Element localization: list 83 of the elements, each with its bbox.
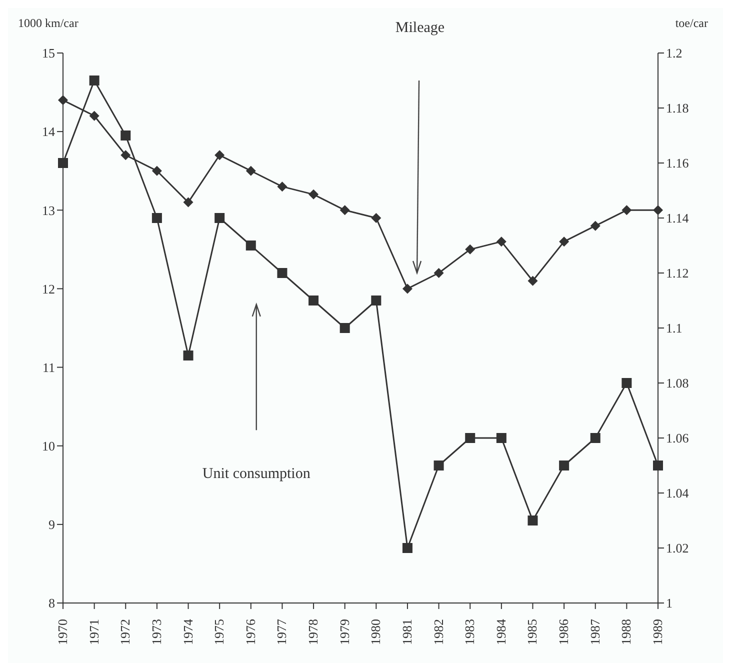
point bbox=[371, 296, 382, 306]
y2-tick-label: 1.2 bbox=[666, 46, 682, 61]
y2-tick-label: 1.04 bbox=[666, 486, 690, 501]
point bbox=[308, 296, 319, 306]
x-tick-label: 1973 bbox=[148, 619, 164, 645]
y-tick-label: 11 bbox=[42, 360, 55, 375]
y2-tick-label: 1.08 bbox=[666, 376, 689, 391]
x-tick-label: 1971 bbox=[86, 619, 102, 645]
x-tick-label: 1986 bbox=[556, 618, 572, 645]
point bbox=[590, 220, 600, 231]
point bbox=[120, 150, 131, 160]
point bbox=[214, 150, 225, 160]
point bbox=[277, 182, 288, 192]
x-tick-label: 1989 bbox=[650, 619, 665, 645]
point bbox=[496, 236, 506, 247]
y2-tick-label: 1.12 bbox=[666, 266, 689, 281]
y2-tick-label: 1.06 bbox=[666, 430, 690, 446]
point bbox=[528, 276, 538, 286]
point bbox=[340, 323, 350, 333]
y2-tick-label: 1.14 bbox=[666, 210, 690, 226]
x-tick-label: 1987 bbox=[587, 618, 602, 645]
y2-tick-label: 1.1 bbox=[666, 320, 682, 336]
point bbox=[214, 213, 225, 223]
x-tick-label: 1988 bbox=[618, 619, 634, 645]
y-tick-label: 12 bbox=[42, 281, 55, 296]
x-tick-label: 1977 bbox=[274, 618, 290, 645]
y-tick-label: 8 bbox=[48, 596, 55, 611]
point bbox=[152, 213, 162, 223]
point bbox=[402, 284, 412, 294]
point bbox=[89, 76, 100, 86]
point bbox=[183, 197, 194, 208]
x-tick-label: 1974 bbox=[180, 618, 196, 645]
y-axis-title: 1000 km/car bbox=[18, 16, 78, 31]
point bbox=[246, 166, 256, 176]
annotation: Unit consumption bbox=[201, 466, 312, 482]
x-tick-label: 1980 bbox=[368, 619, 384, 645]
point bbox=[308, 189, 319, 200]
point bbox=[622, 378, 632, 388]
point bbox=[434, 268, 444, 278]
point bbox=[528, 516, 538, 526]
x-tick-label: 1982 bbox=[430, 619, 446, 645]
y2-axis-title: toe/car bbox=[675, 16, 708, 31]
point bbox=[120, 130, 131, 140]
x-tick-label: 1976 bbox=[242, 618, 258, 645]
y2-tick-label: 1.16 bbox=[666, 156, 690, 171]
point bbox=[277, 268, 288, 278]
y-tick-label: 10 bbox=[42, 438, 55, 454]
x-tick-label: 1972 bbox=[118, 619, 133, 645]
x-tick-label: 1985 bbox=[524, 619, 540, 645]
point bbox=[559, 236, 570, 247]
x-tick-label: 1975 bbox=[212, 619, 227, 645]
x-tick-label: 1983 bbox=[462, 619, 478, 645]
x-tick-label: 1979 bbox=[336, 619, 352, 645]
y-tick-label: 15 bbox=[42, 46, 55, 61]
x-tick-label: 1984 bbox=[493, 618, 508, 645]
point bbox=[559, 460, 570, 470]
point bbox=[465, 433, 476, 443]
point bbox=[58, 158, 68, 168]
y-tick-label: 14 bbox=[42, 124, 56, 140]
x-tick-label: 1970 bbox=[55, 619, 70, 645]
point bbox=[590, 433, 600, 443]
point bbox=[371, 213, 382, 223]
point bbox=[152, 166, 162, 176]
point bbox=[246, 240, 256, 250]
y-tick-label: 13 bbox=[42, 202, 55, 218]
point bbox=[402, 543, 412, 553]
x-tick-label: 1981 bbox=[399, 619, 414, 645]
point bbox=[183, 350, 194, 360]
point bbox=[465, 244, 476, 254]
y2-tick-label: 1.02 bbox=[666, 540, 689, 556]
text: Mileage bbox=[394, 20, 446, 37]
y-tick-label: 9 bbox=[48, 517, 55, 532]
point bbox=[653, 205, 663, 216]
point bbox=[434, 460, 444, 470]
point bbox=[653, 460, 663, 470]
y2-tick-label: 1.18 bbox=[666, 100, 689, 116]
point bbox=[340, 205, 350, 216]
point bbox=[622, 205, 632, 216]
point bbox=[89, 110, 100, 121]
point bbox=[496, 433, 506, 443]
point bbox=[58, 95, 68, 106]
x-tick-label: 1978 bbox=[306, 619, 321, 645]
y2-tick-label: 1 bbox=[666, 596, 672, 611]
